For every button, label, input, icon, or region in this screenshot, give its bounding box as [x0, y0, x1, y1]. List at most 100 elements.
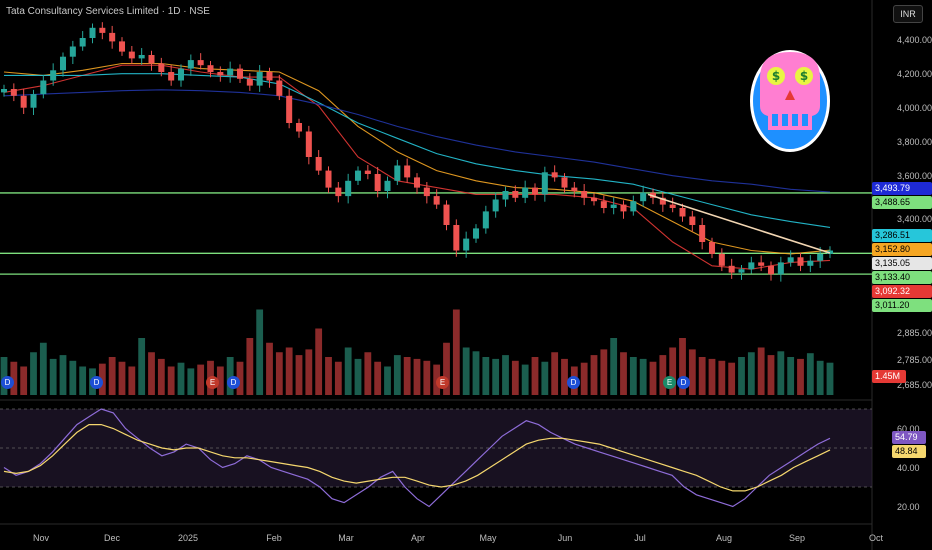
candle-body: [659, 197, 666, 205]
candle-body: [620, 204, 627, 212]
candle-body: [581, 191, 588, 198]
candle-body: [335, 187, 342, 197]
volume-bar: [462, 347, 470, 395]
candle-body: [128, 51, 135, 59]
volume-bar: [816, 360, 824, 395]
volume-bar: [384, 366, 391, 395]
volume-bar: [669, 347, 677, 395]
volume-bar: [443, 342, 450, 395]
candle-body: [109, 32, 116, 42]
volume-bar: [777, 351, 785, 395]
volume-bar: [364, 352, 372, 395]
dividend-marker[interactable]: D: [1, 376, 14, 389]
volume-bar: [216, 366, 224, 395]
candle-body: [738, 269, 745, 273]
volume-bar: [374, 361, 382, 395]
volume-bar: [659, 355, 667, 395]
x-tick: Jun: [557, 533, 573, 543]
dividend-marker[interactable]: D: [677, 376, 690, 389]
candle-body: [325, 170, 332, 188]
volume-bar: [551, 352, 559, 395]
candle-body: [404, 165, 411, 178]
volume-bar: [639, 358, 647, 395]
candle-body: [118, 41, 126, 52]
earnings-marker[interactable]: E: [206, 376, 219, 389]
moving-average-line: [3, 89, 831, 193]
volume-bar: [708, 358, 716, 395]
candle-body: [541, 172, 548, 195]
volume-bar: [679, 338, 686, 395]
candle-body: [433, 196, 440, 205]
dividend-marker[interactable]: D: [567, 376, 580, 389]
dividend-marker[interactable]: D: [227, 376, 240, 389]
y-tick: 4,000.00: [897, 103, 932, 113]
candle-body: [423, 187, 430, 197]
y-tick: 4,200.00: [897, 69, 932, 79]
rsi-tick: 40.00: [897, 463, 920, 473]
volume-bar: [688, 349, 696, 395]
currency-button[interactable]: INR: [893, 5, 923, 23]
volume-bar: [305, 349, 313, 395]
volume-bar: [275, 352, 283, 395]
volume-bar: [649, 361, 657, 395]
volume-bar: [413, 358, 421, 395]
volume-bar: [157, 358, 165, 395]
rsi-tick: 60.00: [897, 424, 920, 434]
volume-bar: [620, 352, 627, 395]
dividend-marker[interactable]: D: [90, 376, 103, 389]
candle-body: [20, 95, 27, 108]
volume-bar: [295, 355, 303, 395]
candle-body: [640, 192, 647, 202]
volume-bar: [59, 355, 67, 395]
volume-bar: [747, 352, 755, 395]
volume-bar: [580, 362, 588, 395]
y-tick: 3,400.00: [897, 214, 932, 224]
volume-bar: [187, 368, 195, 395]
candle-body: [315, 157, 322, 171]
candle-body: [0, 89, 8, 93]
candle-body: [787, 257, 794, 263]
candle-body: [512, 191, 519, 198]
candle-body: [266, 72, 273, 81]
svg-text:$: $: [800, 69, 808, 83]
x-tick: Aug: [715, 533, 733, 543]
candle-body: [364, 170, 371, 174]
volume-bar: [354, 358, 362, 395]
x-tick: 2025: [177, 533, 199, 543]
earnings-marker[interactable]: E: [663, 376, 676, 389]
candle-body: [600, 201, 607, 208]
candle-body: [345, 180, 352, 197]
price-label: 3,488.65: [872, 196, 932, 209]
candle-body: [551, 172, 558, 178]
candle-body: [177, 68, 185, 81]
trendline: [647, 193, 831, 254]
volume-bar: [246, 338, 254, 395]
candle-body: [630, 201, 637, 212]
volume-bar: [20, 366, 28, 395]
volume-bar: [610, 338, 618, 395]
price-label: 3,133.40: [872, 271, 932, 284]
candle-body: [610, 204, 617, 208]
volume-bar: [767, 355, 775, 395]
earnings-marker[interactable]: E: [436, 376, 449, 389]
volume-bar: [472, 351, 480, 395]
x-tick: Mar: [338, 533, 354, 543]
volume-bar: [718, 360, 726, 395]
candle-body: [826, 250, 834, 254]
candle-body: [374, 174, 381, 191]
volume-bar: [492, 358, 500, 395]
price-label: 3,152.80: [872, 243, 932, 256]
y-tick: 2,885.00: [897, 328, 932, 338]
candle-body: [168, 72, 175, 81]
candle-body: [89, 27, 96, 38]
candle-body: [384, 180, 391, 191]
volume-bar: [49, 358, 57, 395]
candle-body: [69, 46, 76, 57]
volume-bar: [69, 360, 77, 395]
volume-bar: [787, 357, 795, 395]
x-tick: Dec: [103, 533, 121, 543]
candle-body: [305, 131, 312, 157]
volume-bar: [79, 366, 87, 395]
volume-bar: [177, 362, 185, 395]
